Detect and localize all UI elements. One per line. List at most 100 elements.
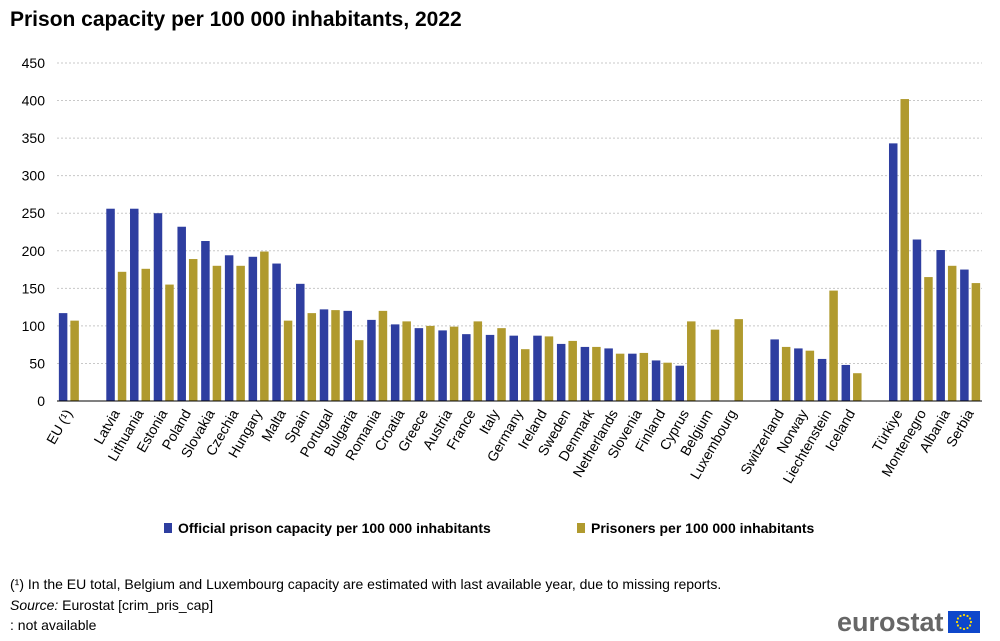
flag-star (955, 620, 958, 624)
bar-prisoners (663, 362, 672, 401)
bar-capacity (462, 334, 471, 401)
flag-star (965, 626, 969, 630)
bar-capacity (912, 239, 922, 401)
bar-capacity (130, 208, 139, 401)
bar-prisoners (947, 265, 957, 401)
bar-prisoners (734, 319, 743, 401)
bar-capacity (651, 360, 661, 401)
not-available-note: : not available (10, 617, 97, 633)
bar-capacity (936, 250, 945, 401)
bar-prisoners (70, 320, 79, 401)
bar-capacity (153, 213, 163, 401)
bar-capacity (628, 353, 637, 401)
x-axis-ticks: EU (¹) LatviaLithuaniaEstoniaPolandSlovak… (43, 406, 977, 486)
y-tick-label: 350 (22, 130, 46, 146)
bar-prisoners (971, 283, 981, 401)
flag-star (962, 613, 965, 617)
bar-prisoners (331, 310, 340, 401)
bar-capacity (770, 339, 779, 401)
flag-star (956, 624, 959, 627)
flag-star (956, 617, 959, 620)
bar-prisoners (378, 310, 388, 401)
bar-prisoners (141, 268, 151, 401)
bar-capacity (367, 319, 376, 401)
bar-capacity (390, 324, 400, 401)
y-tick-label: 100 (22, 318, 46, 334)
bar-prisoners (853, 373, 862, 401)
bar-prisoners (402, 321, 411, 401)
bar-prisoners (805, 350, 815, 401)
y-tick-label: 450 (22, 55, 46, 71)
legend: Official prison capacity per 100 000 inh… (0, 520, 1000, 542)
bar-capacity (580, 346, 590, 401)
bar-prisoners (592, 346, 601, 401)
bar-capacity (438, 330, 447, 401)
y-tick-label: 150 (22, 280, 46, 296)
bar-prisoners (426, 325, 435, 401)
bar-capacity (296, 283, 305, 401)
bar-capacity (201, 241, 210, 401)
bar-prisoners (900, 99, 909, 401)
y-tick-label: 50 (29, 355, 45, 371)
flag-star (962, 627, 965, 631)
legend-label-prisoners: Prisoners per 100 000 inhabitants (591, 520, 815, 536)
bar-chart: 0 50 100 150 200 250 300 350 400 450 EU (¹) Latvia… (22, 55, 982, 486)
legend-label-capacity: Official prison capacity per 100 000 inh… (178, 520, 491, 536)
bar-prisoners (283, 320, 293, 401)
bar-prisoners (544, 336, 554, 401)
bar-capacity (794, 348, 803, 401)
eurostat-logo: eurostat (837, 606, 980, 637)
bar-prisoners (449, 326, 459, 401)
chart-title: Prison capacity per 100 000 inhabitants,… (10, 8, 462, 31)
bar-capacity (485, 334, 495, 401)
bar-capacity (888, 143, 898, 401)
bar-capacity (556, 343, 566, 401)
bar-prisoners (260, 251, 269, 401)
bar-prisoners (687, 321, 696, 401)
bar-prisoners (639, 352, 649, 401)
source-text: Eurostat [crim_pris_cap] (58, 597, 214, 613)
bar-prisoners (236, 265, 245, 401)
bars (58, 99, 981, 401)
bar-capacity (817, 358, 827, 401)
bar-prisoners (473, 321, 483, 401)
eu-flag-icon (947, 611, 980, 633)
flag-star (958, 626, 962, 630)
bar-prisoners (117, 271, 127, 401)
bar-capacity (509, 335, 518, 401)
bar-capacity (177, 226, 186, 401)
bar-prisoners (710, 329, 720, 401)
legend-item-capacity: Official prison capacity per 100 000 inh… (164, 520, 491, 536)
bar-capacity (343, 310, 352, 401)
bar-capacity (841, 364, 851, 401)
y-tick-label: 250 (22, 205, 46, 221)
bar-capacity (604, 348, 613, 401)
bar-capacity (224, 255, 234, 401)
bar-prisoners (924, 277, 933, 401)
bar-capacity (106, 208, 115, 401)
legend-swatch-capacity (164, 523, 172, 533)
bar-prisoners (497, 328, 506, 401)
bar-prisoners (354, 340, 364, 401)
source-line: Source: Eurostat [crim_pris_cap] (10, 597, 213, 613)
bar-prisoners (615, 353, 625, 401)
bar-capacity (319, 309, 329, 401)
flag-star (965, 614, 969, 618)
x-tick-label: EU (¹) (43, 407, 76, 447)
logo-text: eurostat (837, 606, 944, 637)
flag-star (958, 614, 962, 618)
bar-prisoners (568, 340, 577, 401)
bar-prisoners (307, 313, 317, 401)
bar-capacity (675, 365, 685, 401)
flag-star (968, 617, 971, 620)
legend-item-prisoners: Prisoners per 100 000 inhabitants (577, 520, 814, 536)
bar-prisoners (188, 259, 198, 401)
bar-capacity (533, 335, 542, 401)
y-axis-ticks: 0 50 100 150 200 250 300 350 400 450 (22, 55, 46, 409)
flag-star (968, 624, 971, 627)
bar-prisoners (781, 346, 791, 401)
y-tick-label: 400 (22, 93, 46, 109)
bar-prisoners (521, 349, 530, 401)
bar-capacity (248, 256, 258, 401)
y-tick-label: 0 (37, 393, 45, 409)
